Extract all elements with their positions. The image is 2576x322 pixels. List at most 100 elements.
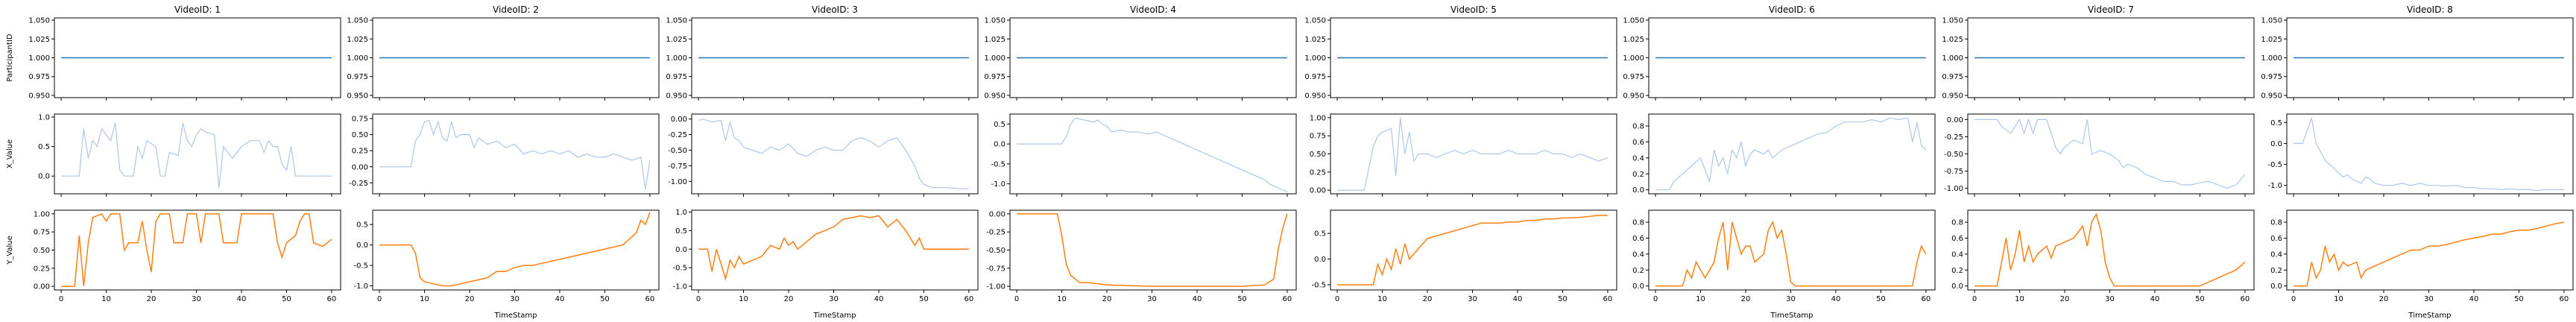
y-tick-label: 1.050 <box>1942 17 1963 25</box>
series-line <box>698 119 969 189</box>
y-tick-label: 0.8 <box>1951 219 1963 227</box>
axes-row-2: 0.0 0.2 0.4 0.6 0.8 <box>1632 113 1936 197</box>
axes-row-1: 0.950 0.975 1.000 1.025 1.050 <box>1942 17 2255 101</box>
y-tick-label: -0.5 <box>1311 282 1326 290</box>
axes-row-3: 0.0 0.2 0.4 0.6 0.8 0 10 20 30 40 50 60 <box>1951 209 2255 303</box>
axes-row-2: -1.00 -0.75 -0.50 -0.25 0.00 <box>1944 113 2255 197</box>
y-tick-label: 0.975 <box>28 73 50 81</box>
axes-row-3: -1.00 -0.75 -0.50 -0.25 0.00 0 10 20 30 40 50 60 <box>986 209 1297 303</box>
y-tick-label: 1.000 <box>1942 54 1963 63</box>
axes-frame <box>372 17 660 98</box>
y-tick-label: 0.75 <box>34 229 50 237</box>
y-tick-label: 0.4 <box>1632 154 1644 162</box>
y-tick-label: -1.00 <box>986 283 1006 291</box>
axes-row-1: 0.950 0.975 1.000 1.025 1.050 <box>666 17 979 101</box>
x-tick-label: 50 <box>2195 295 2205 303</box>
axes-row-3: 0.0 0.2 0.4 0.6 0.8 0 10 20 30 40 50 60 <box>1632 209 1936 303</box>
axes-frame <box>1648 209 1936 291</box>
x-axis-label: TimeStamp <box>813 312 856 320</box>
x-tick-label: 60 <box>1922 295 1931 303</box>
series-line <box>1974 118 2246 189</box>
axes-frame <box>2286 17 2574 98</box>
y-tick-label: 0.50 <box>1310 151 1326 159</box>
axes-row-1: 0.950 0.975 1.000 1.025 1.050 <box>1623 17 1936 101</box>
axes-frame <box>1009 113 1297 195</box>
x-tick-label: 30 <box>510 295 520 303</box>
x-tick-label: 50 <box>1237 295 1247 303</box>
series-line <box>2294 116 2564 192</box>
y-tick-label: 1.025 <box>1304 36 1326 44</box>
y-tick-label: 1.050 <box>1304 17 1326 25</box>
y-tick-label: -0.25 <box>668 131 687 139</box>
subplot-title: VideoID: 5 <box>1450 4 1497 15</box>
y-tick-label: 1.00 <box>34 210 50 218</box>
x-tick-label: 20 <box>1102 295 1112 303</box>
axes-frame <box>691 113 979 195</box>
y-tick-label: 0.975 <box>1623 73 1644 81</box>
y-tick-label: 1.050 <box>1623 17 1644 25</box>
x-tick-label: 10 <box>1057 295 1067 303</box>
x-tick-label: 20 <box>465 295 475 303</box>
subplot-title: VideoID: 2 <box>493 4 539 15</box>
x-tick-label: 60 <box>1603 295 1613 303</box>
subplot-column-7: VideoID: 7 0.950 0.975 1.000 1.025 1.050 -1.00… <box>1942 4 2255 303</box>
y-tick-label: 0.975 <box>666 73 687 81</box>
x-tick-label: 0 <box>1972 295 1977 303</box>
y-tick-label: 0.950 <box>347 92 368 100</box>
y-tick-label: 0.0 <box>356 242 368 250</box>
series-line <box>1017 213 1288 287</box>
x-axis-label: TimeStamp <box>2408 312 2452 320</box>
y-tick-label: -0.75 <box>986 265 1006 273</box>
y-tick-label: 1.000 <box>984 54 1006 63</box>
y-axis-label: X_Value <box>6 139 14 168</box>
y-tick-label: 1.000 <box>2261 54 2282 63</box>
x-tick-label: 40 <box>1831 295 1841 303</box>
y-tick-label: 0.950 <box>1304 92 1326 100</box>
y-tick-label: 0.50 <box>352 131 368 139</box>
x-tick-label: 10 <box>2334 295 2343 303</box>
x-tick-label: 50 <box>1876 295 1886 303</box>
y-tick-label: 0.6 <box>1632 235 1644 243</box>
series-line <box>1337 117 1609 191</box>
y-tick-label: 1.000 <box>1623 54 1644 63</box>
x-tick-label: 10 <box>739 295 748 303</box>
y-tick-label: 1.000 <box>347 54 368 63</box>
subplot-title: VideoID: 6 <box>1769 4 1815 15</box>
x-tick-label: 0 <box>2291 295 2296 303</box>
y-tick-label: 0.950 <box>28 92 50 100</box>
subplot-column-2: VideoID: 2 0.950 0.975 1.000 1.025 1.050 -0.25… <box>347 4 660 320</box>
subplot-column-1: VideoID: 10.9500.9751.0001.0251.050Parti… <box>6 4 341 303</box>
y-tick-label: 0.0 <box>994 141 1006 149</box>
y-tick-label: -0.25 <box>1944 133 1963 142</box>
y-tick-label: 1.050 <box>984 17 1006 25</box>
x-tick-label: 60 <box>327 295 337 303</box>
x-tick-label: 10 <box>101 295 111 303</box>
subplot-column-5: VideoID: 50.9500.9751.0001.0251.0500.000… <box>1304 4 1617 303</box>
y-tick-label: -0.5 <box>991 160 1006 168</box>
y-tick-label: 1.050 <box>2261 17 2282 25</box>
x-tick-label: 10 <box>420 295 429 303</box>
x-axis-label: TimeStamp <box>1770 312 1813 320</box>
x-tick-label: 50 <box>919 295 929 303</box>
axes-row-3: 0.00 0.25 0.50 0.75 1.00 0 10 20 30 40 50 60 Y_Value <box>6 209 341 303</box>
x-tick-label: 10 <box>1696 295 1705 303</box>
axes-frame <box>1330 209 1617 291</box>
x-tick-label: 10 <box>1377 295 1387 303</box>
series-line <box>1655 221 1927 287</box>
y-tick-label: 1.025 <box>2261 36 2282 44</box>
y-tick-label: -1.0 <box>353 282 368 291</box>
axes-frame <box>691 209 979 291</box>
axes-frame <box>1009 209 1297 291</box>
axes-row-3: 0.0 0.2 0.4 0.6 0.8 0 10 20 30 40 50 60 <box>2270 209 2574 303</box>
y-tick-label: 0.975 <box>347 73 368 81</box>
axes-frame <box>54 17 341 98</box>
y-tick-label: 1.0 <box>38 113 50 121</box>
y-tick-label: -0.50 <box>986 247 1006 255</box>
x-tick-label: 0 <box>1653 295 1658 303</box>
y-tick-label: 0.8 <box>1632 219 1644 227</box>
y-tick-label: 1.025 <box>347 36 368 44</box>
axes-frame <box>372 209 660 291</box>
series-line <box>1974 212 2246 287</box>
subplot-title: VideoID: 3 <box>812 4 858 15</box>
